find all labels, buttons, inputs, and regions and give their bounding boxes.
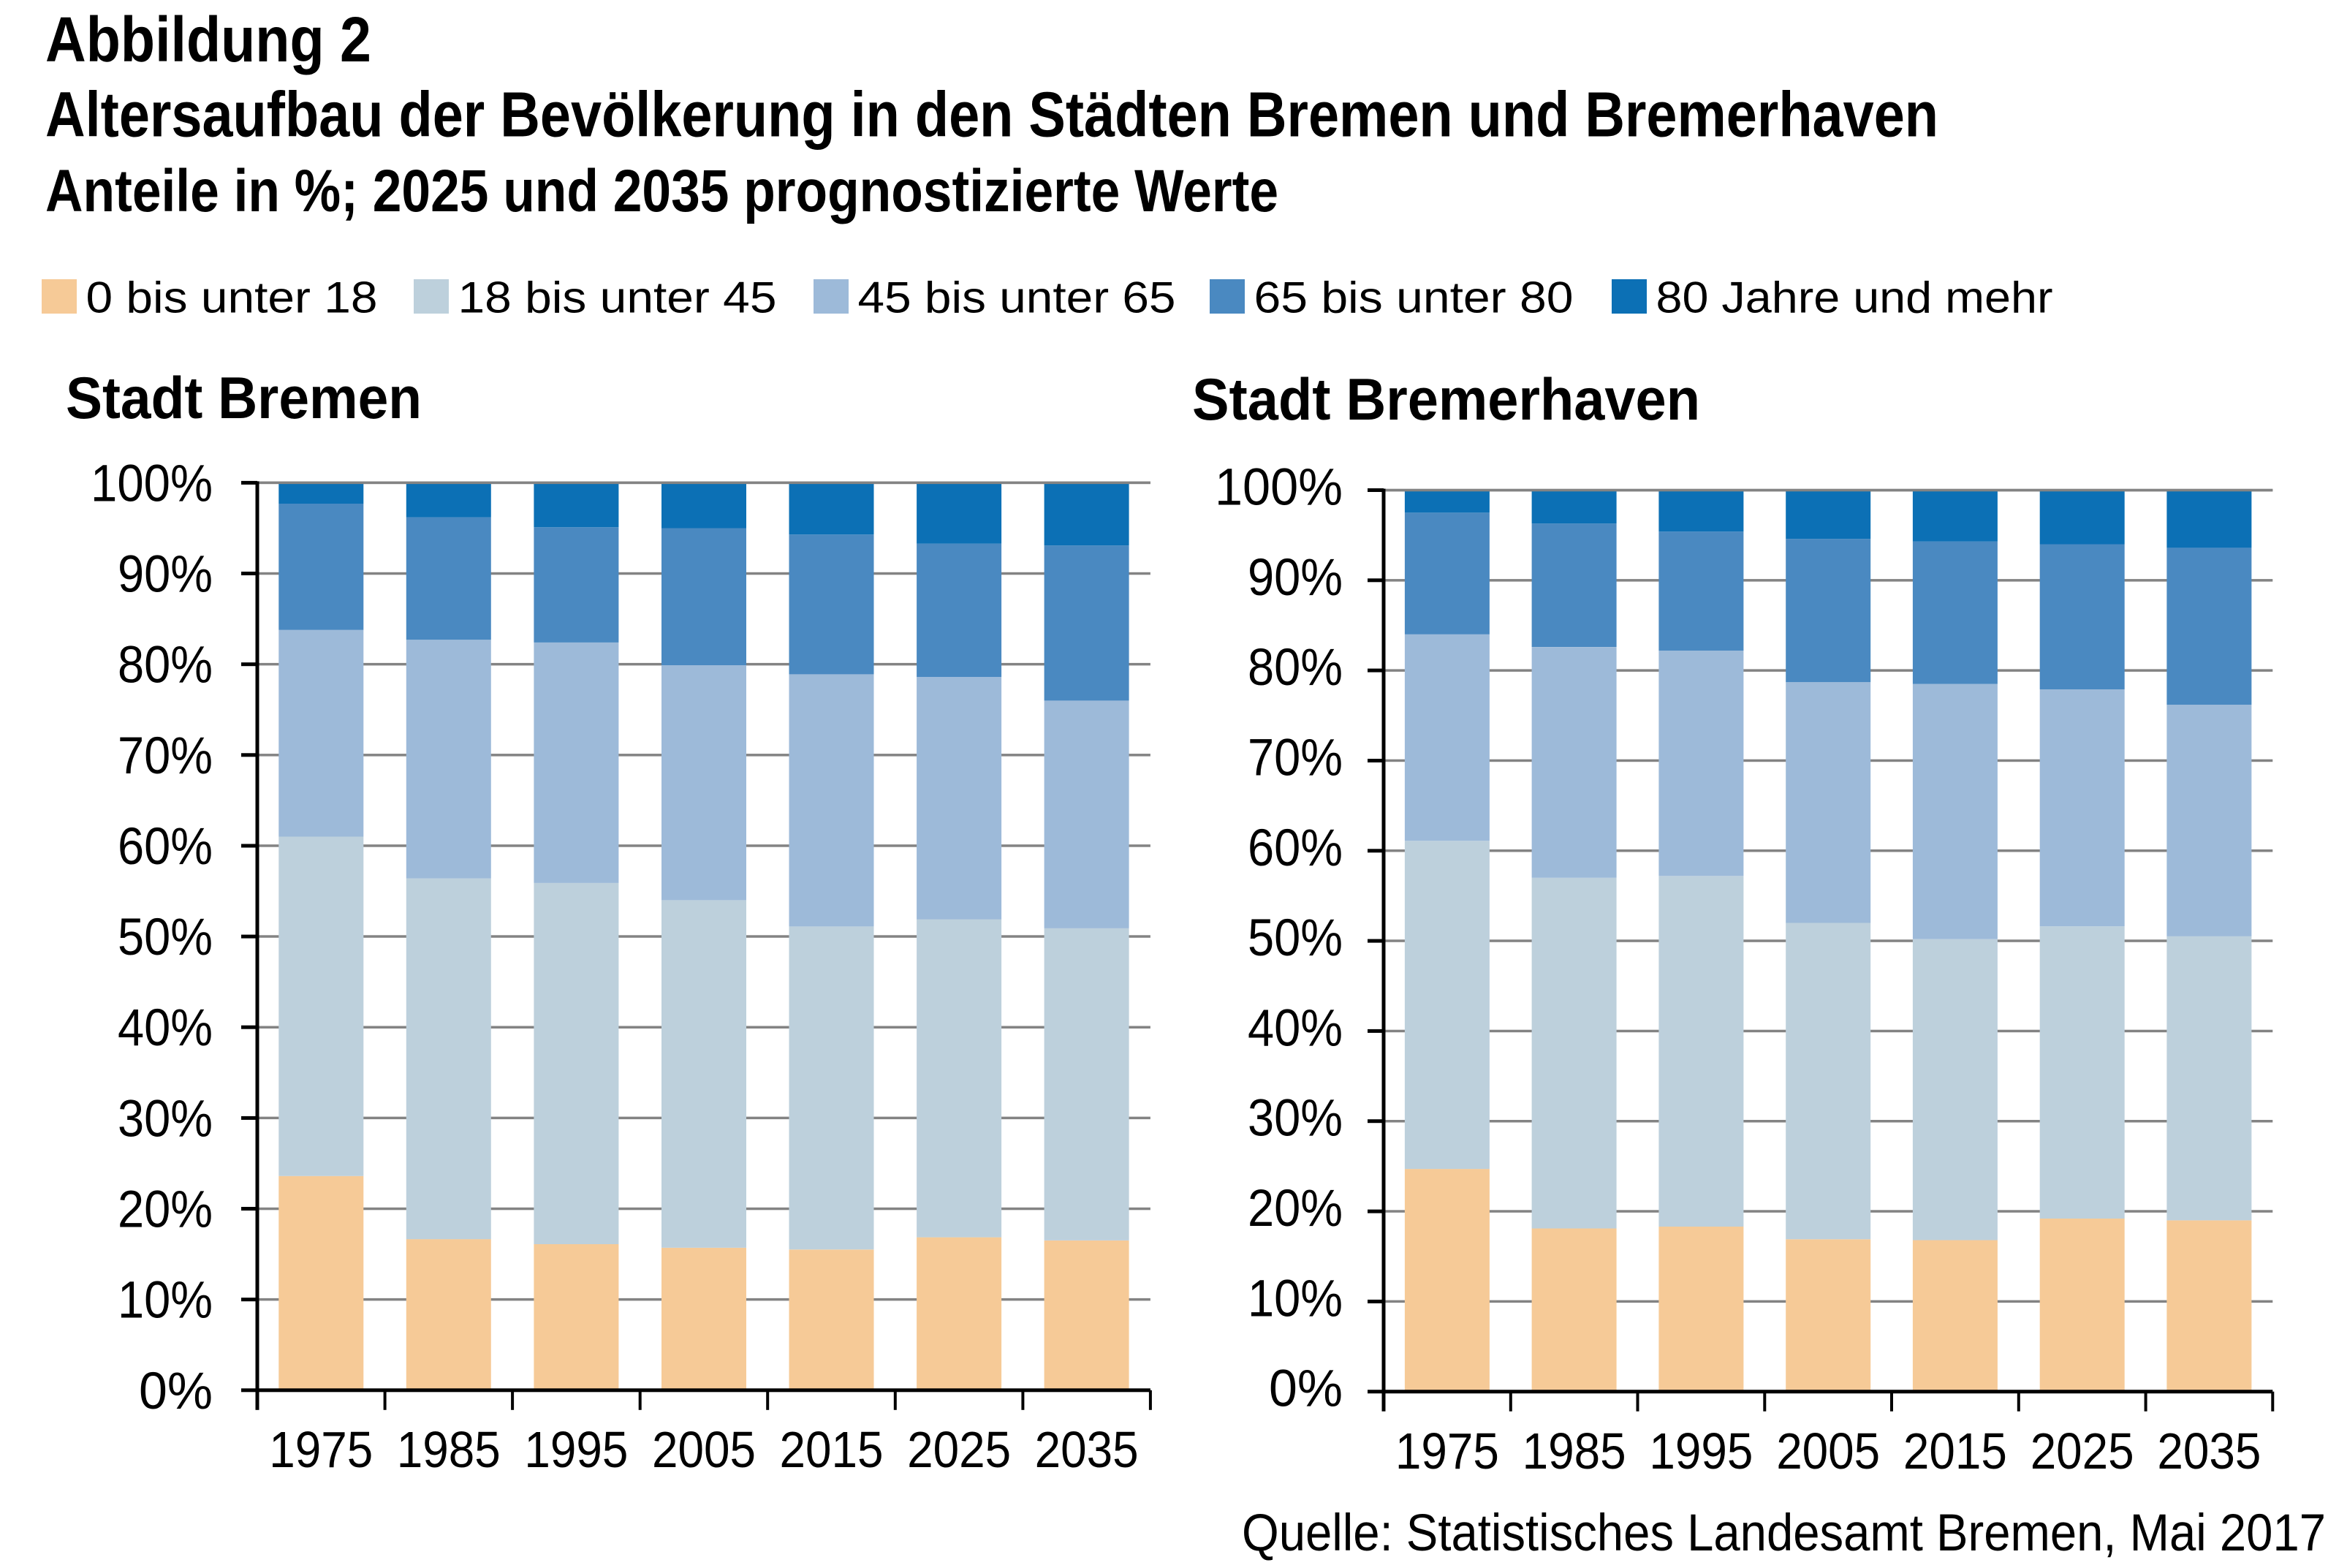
- svg-text:2035: 2035: [1035, 1421, 1139, 1478]
- svg-text:1975: 1975: [269, 1421, 373, 1478]
- svg-text:Altersaufbau der Bevölkerung i: Altersaufbau der Bevölkerung in den Städ…: [45, 80, 1938, 151]
- svg-text:0%: 0%: [1269, 1360, 1343, 1418]
- svg-text:60%: 60%: [118, 818, 213, 876]
- svg-text:50%: 50%: [118, 909, 213, 966]
- svg-text:90%: 90%: [1248, 549, 1343, 607]
- svg-text:1995: 1995: [524, 1421, 628, 1478]
- svg-text:10%: 10%: [1248, 1270, 1343, 1328]
- svg-text:1985: 1985: [397, 1421, 501, 1478]
- svg-text:1995: 1995: [1649, 1423, 1753, 1480]
- svg-text:20%: 20%: [118, 1181, 213, 1239]
- svg-text:30%: 30%: [1248, 1090, 1343, 1148]
- svg-text:80%: 80%: [1248, 639, 1343, 697]
- svg-text:2035: 2035: [2157, 1423, 2261, 1480]
- svg-text:2005: 2005: [652, 1421, 756, 1478]
- svg-text:80%: 80%: [118, 637, 213, 694]
- svg-text:2005: 2005: [1776, 1423, 1880, 1480]
- svg-text:Stadt Bremerhaven: Stadt Bremerhaven: [1192, 367, 1700, 433]
- svg-text:Quelle: Statistisches Landesam: Quelle: Statistisches Landesamt Bremen, …: [1242, 1504, 2326, 1562]
- svg-text:70%: 70%: [1248, 730, 1343, 787]
- svg-text:2015: 2015: [780, 1421, 884, 1478]
- svg-text:20%: 20%: [1248, 1180, 1343, 1238]
- svg-text:60%: 60%: [1248, 819, 1343, 877]
- svg-text:10%: 10%: [118, 1272, 213, 1330]
- svg-text:1985: 1985: [1523, 1423, 1626, 1480]
- svg-text:Abbildung 2: Abbildung 2: [45, 4, 371, 75]
- svg-text:18 bis unter 45: 18 bis unter 45: [458, 273, 777, 322]
- svg-text:Anteile in %; 2025 und 2035 pr: Anteile in %; 2025 und 2035 prognostizie…: [45, 158, 1278, 224]
- svg-text:1975: 1975: [1395, 1423, 1499, 1480]
- svg-text:2025: 2025: [2031, 1423, 2134, 1480]
- svg-text:65 bis unter 80: 65 bis unter 80: [1254, 273, 1574, 322]
- svg-text:90%: 90%: [118, 546, 213, 604]
- svg-text:0 bis unter 18: 0 bis unter 18: [86, 273, 378, 322]
- svg-text:0%: 0%: [139, 1363, 213, 1420]
- svg-text:80 Jahre und mehr: 80 Jahre und mehr: [1656, 273, 2053, 322]
- svg-text:45 bis unter 65: 45 bis unter 65: [858, 273, 1176, 322]
- svg-text:40%: 40%: [1248, 999, 1343, 1057]
- svg-text:100%: 100%: [91, 455, 213, 512]
- svg-text:50%: 50%: [1248, 909, 1343, 967]
- svg-text:2015: 2015: [1903, 1423, 2007, 1480]
- svg-text:Stadt Bremen: Stadt Bremen: [66, 366, 422, 431]
- svg-text:70%: 70%: [118, 727, 213, 785]
- svg-text:2025: 2025: [907, 1421, 1011, 1478]
- svg-text:30%: 30%: [118, 1090, 213, 1148]
- svg-text:100%: 100%: [1215, 459, 1343, 517]
- svg-text:40%: 40%: [118, 999, 213, 1057]
